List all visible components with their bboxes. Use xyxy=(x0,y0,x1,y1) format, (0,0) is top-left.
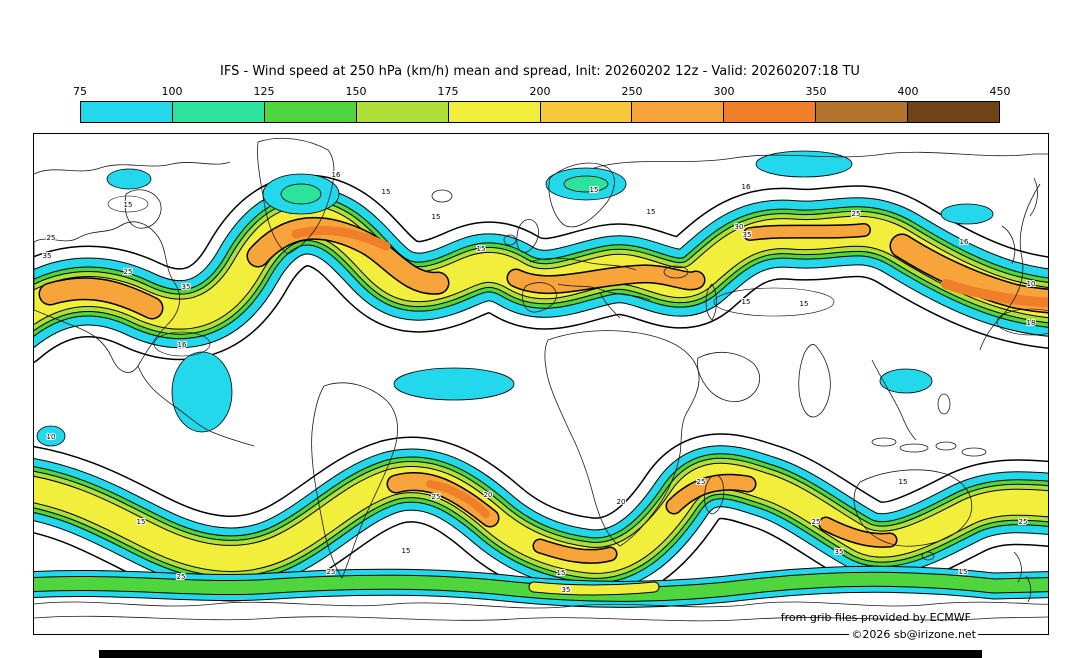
contour-label: 35 xyxy=(43,252,52,260)
contour-label: 30 xyxy=(735,223,744,231)
credit-copyright: ©2026 sb@irizone.net xyxy=(849,628,978,641)
colorbar-tick-label: 200 xyxy=(529,85,551,98)
contour-label: 15 xyxy=(800,300,809,308)
contour-label: 15 xyxy=(124,201,133,209)
contour-label: 16 xyxy=(332,171,341,179)
colorbar-tick-label: 350 xyxy=(805,85,827,98)
chart-title: IFS - Wind speed at 250 hPa (km/h) mean … xyxy=(220,64,860,79)
colorbar-tick-label: 250 xyxy=(621,85,643,98)
contour-label: 25 xyxy=(177,573,186,581)
contour-label: 18 xyxy=(1027,319,1036,327)
colorbar-tick-label: 300 xyxy=(713,85,735,98)
map-panel: 25 35 25 35 15 16 16 15 15 15 15 15 16 30 35 25 16 15 15 18… xyxy=(33,133,1049,635)
contour-label: 25 xyxy=(852,210,861,218)
contour-label: 20 xyxy=(484,491,493,499)
colorbar-segment xyxy=(172,102,265,122)
contour-label: 15 xyxy=(137,518,146,526)
contour-label: 25 xyxy=(432,493,441,501)
contour-label: 15 xyxy=(382,188,391,196)
contour-label: 25 xyxy=(697,478,706,486)
contour-label: 16 xyxy=(742,183,751,191)
contour-label: 15 xyxy=(899,478,908,486)
colorbar-tick-label: 125 xyxy=(253,85,275,98)
colorbar-segment xyxy=(908,102,1000,122)
wind-speed-cores xyxy=(38,216,1048,564)
colorbar-tick-label: 75 xyxy=(73,85,87,98)
contour-label: 35 xyxy=(835,548,844,556)
credit-source: from grib files provided by ECMWF xyxy=(780,611,971,624)
contour-label: 35 xyxy=(743,231,752,239)
contour-label: 25 xyxy=(47,234,56,242)
contour-label: 15 xyxy=(590,186,599,194)
contour-label: 15 xyxy=(959,568,968,576)
colorbar-tick-label: 400 xyxy=(897,85,919,98)
contour-label: 15 xyxy=(557,569,566,577)
contour-label: 15 xyxy=(402,547,411,555)
colorbar-tick-label: 175 xyxy=(437,85,459,98)
contour-label: 35 xyxy=(562,586,571,594)
colorbar-segment xyxy=(81,102,173,122)
colorbar-segment xyxy=(356,102,449,122)
contour-label: 15 xyxy=(477,245,486,253)
contour-label: 15 xyxy=(742,298,751,306)
contour-label: 25 xyxy=(812,518,821,526)
colorbar-tick-label: 450 xyxy=(989,85,1011,98)
contour-label: 16 xyxy=(178,341,187,349)
coastlines xyxy=(34,137,1048,622)
contour-label: 20 xyxy=(617,498,626,506)
contour-label: 15 xyxy=(647,208,656,216)
spread-contours xyxy=(107,195,1048,357)
colorbar-segment xyxy=(724,102,817,122)
contour-label: 10 xyxy=(47,433,56,441)
colorbar-tick-label: 100 xyxy=(161,85,183,98)
wind-speed-bands xyxy=(34,220,1048,594)
contour-label: 25 xyxy=(327,568,336,576)
colorbar-segment xyxy=(448,102,541,122)
contour-label: 15 xyxy=(432,213,441,221)
contour-label: 10 xyxy=(1027,280,1036,288)
colorbar-segment xyxy=(264,102,357,122)
contour-label: 25 xyxy=(124,268,133,276)
colorbar-segment xyxy=(540,102,633,122)
colorbar-segment xyxy=(632,102,725,122)
spread-patches xyxy=(36,150,994,447)
contour-label: 35 xyxy=(182,283,191,291)
bottom-bar xyxy=(99,650,982,658)
contour-label: 16 xyxy=(960,238,969,246)
colorbar-tick-label: 150 xyxy=(345,85,367,98)
contour-label: 25 xyxy=(1019,518,1028,526)
colorbar xyxy=(80,101,1000,123)
colorbar-segment xyxy=(816,102,909,122)
colorbar-ticks: 75 100 125 150 175 200 250 300 350 400 450 xyxy=(73,85,1011,99)
